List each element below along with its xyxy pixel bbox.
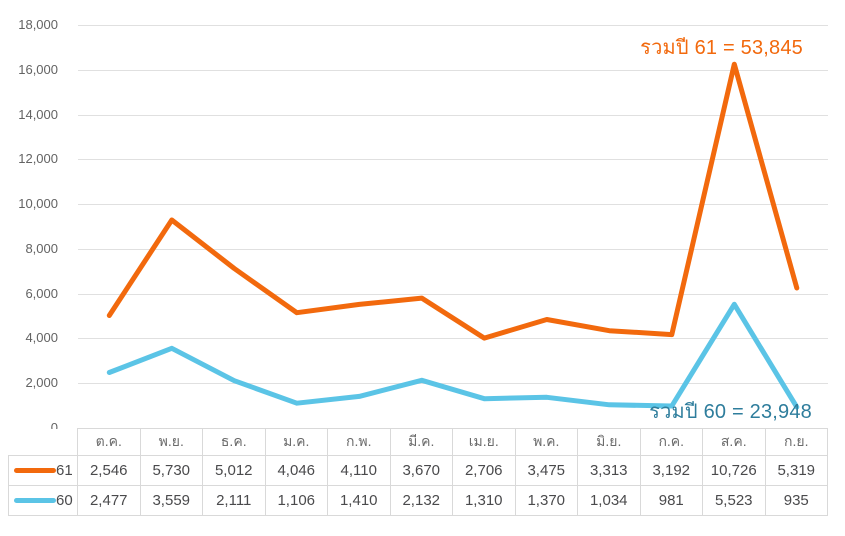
y-axis-tick-label: 12,000 [18,151,58,167]
legend-label-61: 61 [56,462,73,479]
total-annotation-61: รวมปี 61 = 53,845 [640,37,803,59]
legend-label-60: 60 [56,492,73,509]
value-cell: 1,370 [514,485,578,516]
value-cell: 5,730 [139,455,203,486]
month-header-cell: ก.ย. [764,428,828,456]
month-header-cell: ม.ค. [264,428,328,456]
month-header-cell: ธ.ค. [202,428,266,456]
y-axis-tick-label: 4,000 [25,330,58,346]
value-cell: 3,670 [389,455,453,486]
y-axis-tick-label: 2,000 [25,375,58,391]
series-60-line [106,301,800,410]
value-cell: 981 [639,485,703,516]
y-axis-tick-label: 6,000 [25,285,58,301]
value-cell: 1,106 [264,485,328,516]
month-header-cell: ก.ค. [639,428,703,456]
value-cell: 935 [764,485,828,516]
legend-line-icon-61 [14,468,56,473]
gridline [78,115,828,116]
value-cell: 1,310 [452,485,516,516]
month-header-cell: ก.พ. [327,428,391,456]
y-axis-tick-label: 8,000 [25,240,58,256]
month-header-cell: พ.ย. [139,428,203,456]
gridline [78,159,828,160]
value-cell: 1,034 [577,485,641,516]
value-cell: 4,046 [264,455,328,486]
gridline [78,383,828,384]
value-cell: 2,546 [77,455,141,486]
gridline [78,25,828,26]
y-axis-tick-label: 16,000 [18,61,58,77]
month-header-cell: มี.ค. [389,428,453,456]
value-cell: 2,706 [452,455,516,486]
y-axis-tick-label: 10,000 [18,196,58,212]
table-corner-cell [8,428,78,456]
value-cell: 5,319 [764,455,828,486]
data-table: ต.ค. พ.ย. ธ.ค. ม.ค. ก.พ. มี.ค. เม.ย. พ.ค. มิ.ย. ก… [8,428,828,516]
value-cell: 3,192 [639,455,703,486]
legend-cell-60: 60 [8,485,78,516]
value-cell: 5,523 [702,485,766,516]
value-cell: 2,477 [77,485,141,516]
value-cell: 2,111 [202,485,266,516]
value-cell: 4,110 [327,455,391,486]
month-header-cell: มิ.ย. [577,428,641,456]
value-cell: 5,012 [202,455,266,486]
gridline [78,338,828,339]
gridline [78,294,828,295]
series-61-line [106,61,800,341]
legend-line-icon-60 [14,498,56,503]
total-annotation-60: รวมปี 60 = 23,948 [649,401,812,423]
legend-cell-61: 61 [8,455,78,486]
value-cell: 3,313 [577,455,641,486]
value-cell: 10,726 [702,455,766,486]
table-row-60: 60 2,477 3,559 2,111 1,106 1,410 2,132 1,310 1,3… [8,485,828,516]
value-cell: 3,475 [514,455,578,486]
y-axis-tick-label: 14,000 [18,106,58,122]
value-cell: 1,410 [327,485,391,516]
value-cell: 3,559 [139,485,203,516]
y-axis-tick-label: 0 [50,420,58,435]
month-header-cell: เม.ย. [452,428,516,456]
gridline [78,249,828,250]
table-row-61: 61 2,546 5,730 5,012 4,046 4,110 3,670 2,706 3,4… [8,455,828,486]
value-cell: 2,132 [389,485,453,516]
gridline [78,204,828,205]
month-header-cell: พ.ค. [514,428,578,456]
gridline [78,70,828,71]
month-header-cell: ส.ค. [702,428,766,456]
month-header-cell: ต.ค. [77,428,141,456]
y-axis-tick-label: 18,000 [18,17,58,32]
